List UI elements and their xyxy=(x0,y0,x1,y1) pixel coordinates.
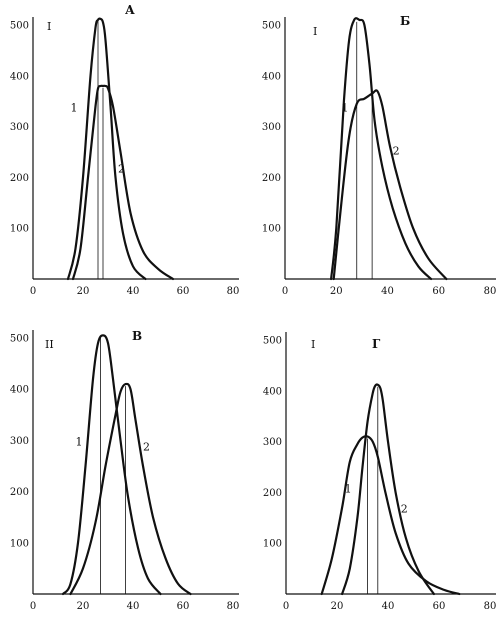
series-line-2 xyxy=(71,84,175,281)
series-label-1: 1 xyxy=(345,482,352,495)
y-tick-label: 500 xyxy=(263,336,282,347)
chart-panel-1: 100 200 300 400 500 0 20 40 60 80 I А 1 2 xyxy=(10,3,239,297)
panel-letter: Г xyxy=(372,337,381,351)
series-line-1 xyxy=(61,334,162,596)
series-label-1: 1 xyxy=(71,101,78,114)
x-tick-label: 20 xyxy=(331,601,344,612)
x-tick-label: 0 xyxy=(30,286,36,297)
y-tick-label: 400 xyxy=(263,386,282,397)
series-line-2 xyxy=(341,383,435,596)
x-tick-label: 80 xyxy=(484,286,497,297)
series-line-1 xyxy=(66,17,147,281)
y-tick-label: 400 xyxy=(262,71,281,82)
x-tick-label: 80 xyxy=(484,601,497,612)
y-tick-label: 500 xyxy=(10,21,29,32)
y-tick-label: 300 xyxy=(10,436,29,447)
x-tick-label: 40 xyxy=(382,601,395,612)
series-label-2: 2 xyxy=(393,145,400,158)
x-tick-label: 60 xyxy=(433,601,446,612)
y-tick-label: 300 xyxy=(10,122,29,133)
series-label-1: 1 xyxy=(76,436,83,449)
x-tick-label: 60 xyxy=(432,286,445,297)
y-tick-label: 400 xyxy=(10,385,29,396)
panel-letter: А xyxy=(125,3,135,17)
group-label: II xyxy=(45,338,54,351)
series-line-1 xyxy=(330,17,433,281)
chart-panel-2: 100 200 300 400 500 0 20 40 60 80 I Б 1 2 xyxy=(262,14,496,297)
x-tick-label: 40 xyxy=(127,286,140,297)
x-tick-label: 40 xyxy=(381,286,394,297)
x-tick-label: 40 xyxy=(127,601,140,612)
x-tick-label: 80 xyxy=(227,601,240,612)
series-line-2 xyxy=(69,382,192,596)
chart-panel-4: 100 200 300 400 500 0 20 40 60 80 I Г 1 2 xyxy=(263,332,496,612)
y-tick-label: 200 xyxy=(263,488,282,499)
y-tick-label: 300 xyxy=(263,437,282,448)
group-label: I xyxy=(313,25,317,38)
x-tick-label: 0 xyxy=(282,286,288,297)
y-tick-label: 400 xyxy=(10,71,29,82)
y-tick-label: 300 xyxy=(262,122,281,133)
y-tick-label: 100 xyxy=(263,539,282,550)
group-label: I xyxy=(47,20,51,33)
y-tick-label: 500 xyxy=(10,334,29,345)
x-tick-label: 60 xyxy=(177,601,190,612)
panel-letter: Б xyxy=(400,14,410,28)
x-tick-label: 20 xyxy=(77,601,90,612)
y-tick-label: 500 xyxy=(262,21,281,32)
y-tick-label: 200 xyxy=(10,487,29,498)
series-label-2: 2 xyxy=(143,441,150,454)
y-tick-label: 200 xyxy=(262,173,281,184)
x-tick-label: 20 xyxy=(77,286,90,297)
group-label: I xyxy=(311,338,315,351)
series-label-1: 1 xyxy=(341,101,348,114)
x-tick-label: 80 xyxy=(227,286,240,297)
x-tick-label: 20 xyxy=(330,286,343,297)
series-label-2: 2 xyxy=(401,503,408,516)
x-tick-label: 60 xyxy=(177,286,190,297)
chart-panel-3: 100 200 300 400 500 0 20 40 60 80 II В 1 2 xyxy=(10,329,239,612)
y-tick-label: 100 xyxy=(262,224,281,235)
series-label-2: 2 xyxy=(118,162,125,175)
y-tick-label: 200 xyxy=(10,173,29,184)
y-tick-label: 100 xyxy=(10,224,29,235)
series-line-2 xyxy=(332,89,448,281)
x-tick-label: 0 xyxy=(283,601,289,612)
y-tick-label: 100 xyxy=(10,538,29,549)
x-tick-label: 0 xyxy=(30,601,36,612)
panel-letter: В xyxy=(132,329,142,343)
